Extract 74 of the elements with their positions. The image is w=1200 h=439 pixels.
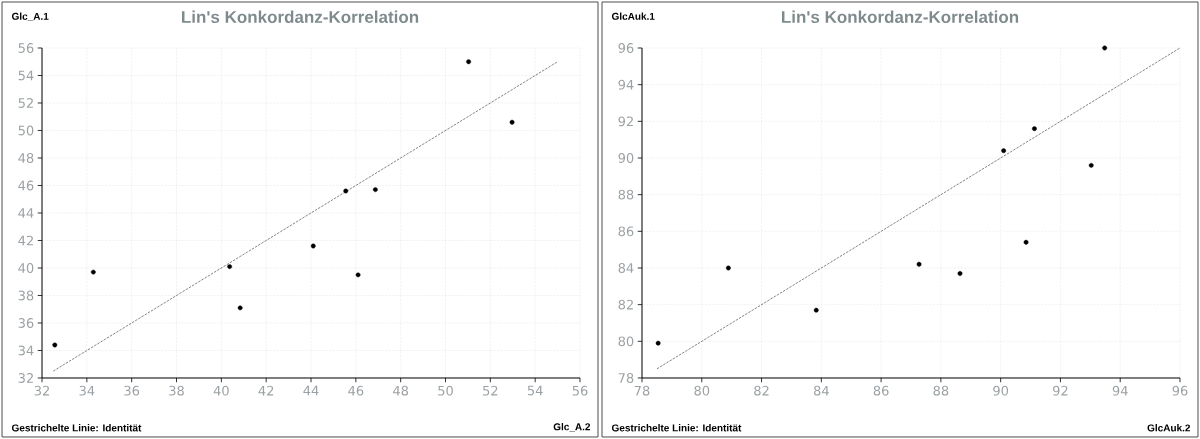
x-tick-label: 90 [993, 385, 1009, 396]
y-tick-label: 96 [618, 43, 634, 53]
x-tick-label: 46 [348, 385, 364, 396]
y-tick-label: 84 [618, 263, 634, 273]
point [725, 265, 731, 271]
x-tick-label: 82 [754, 385, 769, 396]
text: Gestrichelte Linie: Identität [11, 424, 142, 432]
text: Gestrichelte Linie: Identität [611, 424, 742, 432]
x-tick-label: 54 [527, 385, 543, 396]
point [1032, 126, 1037, 132]
x-tick-label: 42 [258, 385, 274, 396]
x-tick-label: 34 [79, 385, 95, 396]
y-tick-label: 38 [18, 290, 34, 301]
y-tick-label: 94 [618, 79, 634, 90]
x-tick-label: 44 [303, 385, 319, 396]
point [1102, 45, 1108, 51]
x-tick-label: 38 [169, 385, 184, 396]
x-tick-label: 56 [572, 385, 588, 396]
x-tick-label: 48 [393, 385, 409, 396]
chart-title: Lin's Konkordanz-Korrelation [782, 10, 1019, 24]
point [372, 187, 378, 193]
y-tick-label: 34 [18, 345, 34, 356]
x-tick-label: 52 [483, 385, 498, 396]
y-tick-label: 32 [18, 373, 33, 383]
x-tick-label: 92 [1052, 385, 1068, 396]
chart-title: Lin's Konkordanz-Korrelation [182, 10, 419, 24]
point [1001, 148, 1007, 154]
x-tick-label: 40 [213, 385, 229, 396]
point [237, 305, 243, 311]
y-tick-label: 78 [618, 373, 634, 383]
y-tick-label: 52 [18, 98, 33, 108]
y-tick-label: 46 [18, 180, 34, 191]
x-tick-label: 50 [438, 385, 453, 396]
point [509, 119, 515, 125]
point [655, 340, 661, 346]
x-axis-title: GlcAuk.2 [1147, 424, 1191, 432]
x-tick-label: 88 [933, 385, 949, 396]
x-tick-label: 36 [124, 385, 140, 396]
point [957, 271, 963, 276]
point [466, 59, 471, 65]
y-tick-label: 92 [618, 116, 633, 127]
y-tick-label: 44 [18, 208, 34, 218]
y-tick-label: 56 [18, 43, 34, 53]
point [90, 269, 96, 275]
y-tick-label: 48 [18, 153, 34, 163]
y-tick-label: 50 [18, 125, 34, 136]
x-tick-label: 78 [634, 385, 650, 396]
y-tick-label: 86 [618, 226, 634, 237]
y-tick-label: 88 [618, 189, 634, 200]
point [343, 188, 349, 194]
y-axis-title: Glc_A.1 [11, 12, 49, 21]
y-tick-label: 80 [618, 336, 634, 347]
point [813, 307, 819, 313]
x-tick-label: 32 [34, 385, 49, 396]
point [310, 243, 316, 249]
y-tick-label: 54 [18, 70, 34, 81]
y-tick-label: 42 [18, 235, 33, 246]
point [355, 272, 361, 278]
point [227, 264, 233, 270]
x-axis-title: Glc_A.2 [553, 422, 591, 432]
y-tick-label: 36 [18, 318, 34, 328]
point [52, 342, 58, 348]
y-axis-title: GlcAuk.1 [611, 12, 655, 20]
point [916, 261, 922, 267]
y-tick-label: 90 [618, 153, 634, 163]
x-tick-label: 96 [1172, 385, 1188, 396]
y-tick-label: 82 [618, 299, 633, 310]
y-tick-label: 40 [18, 263, 34, 273]
x-tick-label: 94 [1112, 385, 1128, 396]
x-tick-label: 86 [873, 385, 889, 396]
x-tick-label: 84 [813, 385, 829, 396]
point [1088, 162, 1094, 168]
x-tick-label: 80 [694, 385, 710, 396]
point [1023, 239, 1029, 245]
